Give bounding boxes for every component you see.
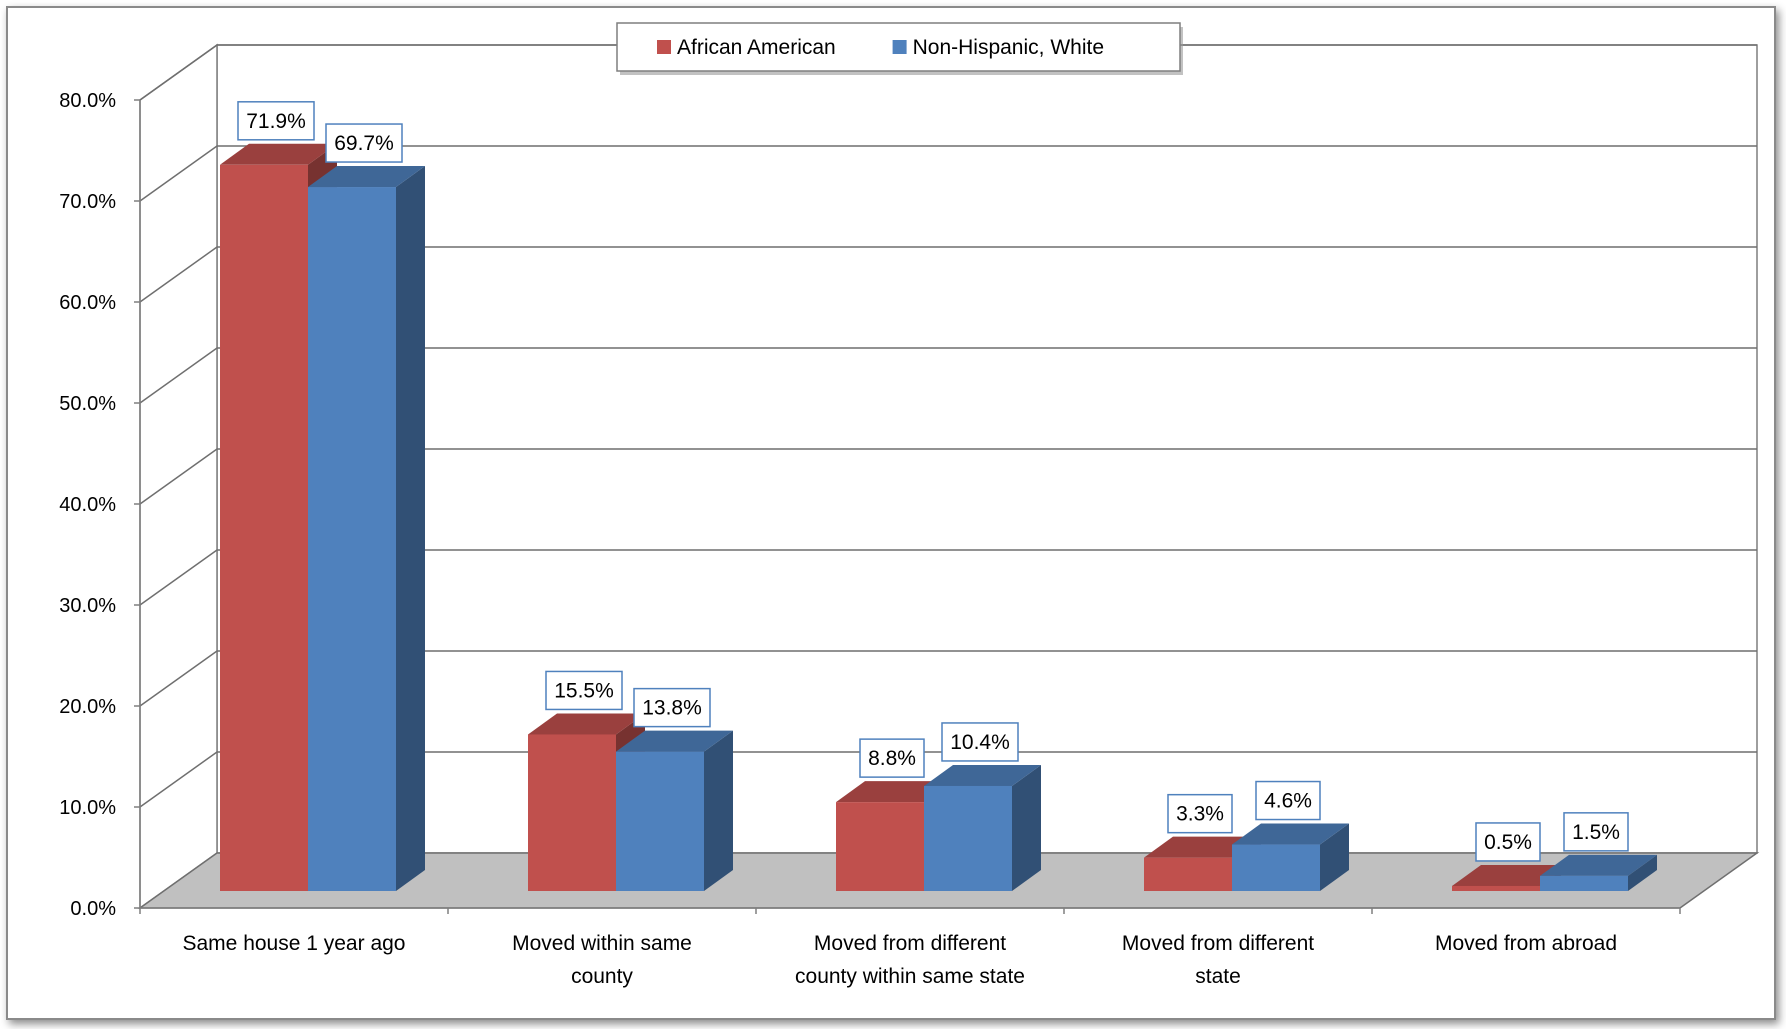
data-label-box bbox=[941, 722, 1019, 762]
data-label: 0.5% bbox=[1475, 822, 1541, 862]
legend-swatch bbox=[657, 40, 671, 54]
bar-front bbox=[308, 187, 396, 891]
bar-top bbox=[1232, 823, 1349, 845]
gridline bbox=[139, 650, 1757, 707]
bar-top bbox=[616, 730, 733, 752]
bar-top bbox=[308, 166, 425, 188]
data-label-box bbox=[633, 687, 711, 728]
y-tick-label: 50.0% bbox=[59, 393, 116, 415]
legend-label: Non-Hispanic, White bbox=[913, 36, 1104, 59]
data-label-box bbox=[1255, 780, 1321, 821]
bar bbox=[308, 166, 425, 891]
bar-side bbox=[1320, 823, 1349, 891]
data-label-box bbox=[237, 101, 315, 141]
bar-front bbox=[220, 164, 308, 891]
data-label-text: 69.7% bbox=[334, 132, 394, 155]
data-label-box bbox=[545, 670, 623, 711]
data-label-box bbox=[859, 738, 925, 778]
y-tick-label: 20.0% bbox=[59, 696, 116, 718]
legend-swatch bbox=[892, 40, 907, 54]
data-label-text: 8.8% bbox=[868, 747, 916, 770]
gridline bbox=[139, 347, 1757, 404]
bar bbox=[1144, 836, 1261, 891]
x-axis: Same house 1 year ago Moved within same co… bbox=[139, 907, 1681, 988]
x-tick-label: Moved within same county bbox=[512, 932, 692, 988]
data-label-text: 71.9% bbox=[246, 110, 306, 133]
data-label: 3.3% bbox=[1167, 793, 1233, 834]
bar-top bbox=[924, 764, 1041, 786]
data-label-text: 1.5% bbox=[1572, 821, 1620, 844]
y-tick-label: 10.0% bbox=[59, 797, 116, 819]
data-label: 69.7% bbox=[325, 123, 403, 163]
gridline bbox=[139, 751, 1757, 808]
y-tick-label: 40.0% bbox=[59, 494, 116, 516]
bar-front bbox=[1232, 844, 1320, 891]
data-label-text: 0.5% bbox=[1484, 831, 1532, 854]
data-label: 8.8% bbox=[859, 738, 925, 778]
bar-top bbox=[220, 143, 337, 165]
data-label: 4.6% bbox=[1255, 780, 1321, 821]
data-label-text: 10.4% bbox=[950, 731, 1010, 754]
x-tick-label: Moved from different county within same s… bbox=[795, 932, 1025, 988]
data-label-text: 13.8% bbox=[642, 697, 702, 720]
bar bbox=[1232, 823, 1349, 891]
y-tick-label: 0.0% bbox=[70, 898, 116, 920]
gridline bbox=[139, 145, 1757, 202]
y-tick-label: 60.0% bbox=[59, 292, 116, 314]
gridline bbox=[139, 44, 1757, 101]
data-label: 71.9% bbox=[237, 101, 315, 141]
gridline bbox=[139, 448, 1757, 505]
legend-label: African American bbox=[677, 36, 836, 59]
x-tick-label: Moved from different state bbox=[1122, 932, 1314, 988]
legend-item: African American bbox=[657, 36, 836, 59]
data-label-box bbox=[1167, 793, 1233, 834]
bar-front bbox=[616, 751, 704, 891]
bar-side bbox=[1628, 854, 1657, 891]
bar-front bbox=[1540, 875, 1628, 891]
bar-side bbox=[704, 730, 733, 891]
data-label: 10.4% bbox=[941, 722, 1019, 762]
gridline bbox=[139, 549, 1757, 606]
gridline bbox=[139, 246, 1757, 303]
bar-top bbox=[528, 713, 645, 735]
legend: African American Non-Hispanic, White bbox=[616, 22, 1183, 75]
bar-top bbox=[836, 781, 953, 803]
bar-front bbox=[924, 785, 1012, 891]
legend-item: Non-Hispanic, White bbox=[892, 36, 1104, 59]
x-tick-label: Moved from abroad bbox=[1435, 932, 1617, 955]
bar bbox=[1540, 854, 1657, 891]
gridlines bbox=[139, 44, 1757, 808]
data-label-text: 4.6% bbox=[1264, 790, 1312, 813]
y-tick-label: 30.0% bbox=[59, 595, 116, 617]
data-label-box bbox=[1563, 812, 1629, 852]
bar-top bbox=[1540, 854, 1657, 876]
data-label-text: 15.5% bbox=[554, 679, 614, 702]
bar-front bbox=[1452, 885, 1540, 891]
x-tick-label: Same house 1 year ago bbox=[183, 932, 406, 955]
bar-front bbox=[1144, 857, 1232, 891]
bars bbox=[220, 143, 1657, 891]
y-tick-label: 80.0% bbox=[59, 90, 116, 112]
bar bbox=[616, 730, 733, 891]
data-label-box bbox=[1475, 822, 1541, 862]
bar bbox=[924, 764, 1041, 891]
bar-front bbox=[836, 802, 924, 891]
bar-side bbox=[1012, 764, 1041, 891]
bar-front bbox=[528, 734, 616, 891]
data-label: 1.5% bbox=[1563, 812, 1629, 852]
data-label: 13.8% bbox=[633, 687, 711, 728]
y-tick-label: 70.0% bbox=[59, 191, 116, 213]
data-labels: 71.9% 69.7% 15.5% 13.8% 8.8% 10.4% 3.3% 4.6% 0.5… bbox=[237, 101, 1629, 862]
bar-top bbox=[1452, 864, 1569, 886]
bar-side bbox=[396, 166, 425, 891]
data-label-box bbox=[325, 123, 403, 163]
data-label-text: 3.3% bbox=[1176, 803, 1224, 826]
data-label: 15.5% bbox=[545, 670, 623, 711]
y-axis: 0.0% 10.0% 20.0% 30.0% 40.0% 50.0% 60.0% 70.0% 8… bbox=[59, 90, 141, 920]
bar-top bbox=[1144, 836, 1261, 858]
